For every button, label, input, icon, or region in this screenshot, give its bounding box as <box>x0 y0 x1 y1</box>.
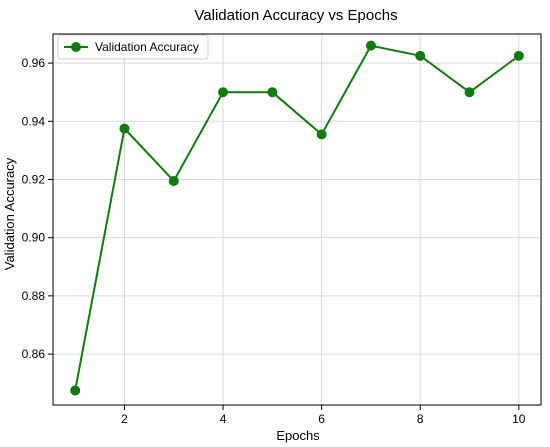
legend-marker <box>71 42 81 52</box>
x-tick-label-1: 4 <box>220 412 227 426</box>
legend-box <box>57 34 209 60</box>
series <box>70 40 524 396</box>
y-tick-label-3: 0.92 <box>22 172 46 186</box>
data-point-10 <box>513 50 524 61</box>
y-axis-label: Validation Accuracy <box>2 157 17 270</box>
data-point-3 <box>168 175 179 186</box>
data-point-7 <box>365 40 376 51</box>
x-tick-label-3: 8 <box>417 412 424 426</box>
chart-title: Validation Accuracy vs Epochs <box>194 7 397 24</box>
y-tick-label-1: 0.88 <box>22 289 46 303</box>
x-tick-label-4: 10 <box>512 412 526 426</box>
data-point-5 <box>267 87 278 98</box>
data-point-2 <box>119 123 130 134</box>
x-axis-label: Epochs <box>276 428 320 443</box>
series-line-0 <box>74 44 520 392</box>
axes <box>48 33 542 410</box>
tick-labels: 2 4 6 8 10 0.86 0.88 0.90 0.92 0.94 0.96 <box>22 56 526 426</box>
x-tick-label-0: 2 <box>121 412 128 426</box>
y-tick-label-4: 0.94 <box>22 114 46 128</box>
y-tick-label-0: 0.86 <box>22 347 46 361</box>
data-point-1 <box>70 385 81 396</box>
legend-label: Validation Accuracy <box>95 40 199 54</box>
x-tick-label-2: 6 <box>318 412 325 426</box>
y-tick-label-5: 0.96 <box>22 56 46 70</box>
data-point-8 <box>415 50 426 61</box>
data-point-6 <box>316 129 327 140</box>
plot-frame <box>52 33 542 406</box>
data-point-4 <box>218 87 229 98</box>
y-tick-label-2: 0.90 <box>22 231 46 245</box>
legend: Validation Accuracy <box>57 34 209 60</box>
data-point-9 <box>464 87 475 98</box>
